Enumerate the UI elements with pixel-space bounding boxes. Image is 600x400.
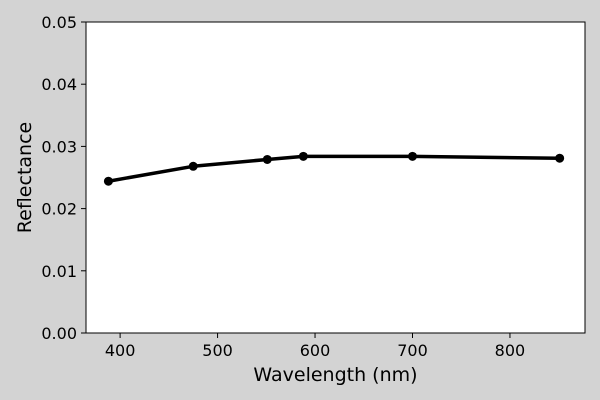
plot-frame bbox=[85, 21, 586, 334]
x-axis-label: Wavelength (nm) bbox=[253, 364, 417, 386]
data-point bbox=[103, 176, 113, 186]
y-tick-label: 0.05 bbox=[41, 13, 77, 32]
x-tick-label: 700 bbox=[397, 341, 428, 360]
data-point bbox=[555, 153, 565, 163]
y-tick-label: 0.00 bbox=[41, 324, 77, 343]
series-layer bbox=[103, 151, 565, 186]
x-tick-label: 500 bbox=[202, 341, 233, 360]
y-tick-label: 0.01 bbox=[41, 262, 77, 281]
data-point bbox=[188, 161, 198, 171]
data-point bbox=[298, 151, 308, 161]
data-point bbox=[262, 154, 272, 164]
plot-area bbox=[86, 22, 585, 333]
axis-ticks: 400 500 600 700 800 0.00 0.01 0.02 0.03 0.04 0.05 bbox=[41, 13, 525, 360]
y-tick-label: 0.02 bbox=[41, 200, 77, 219]
x-tick-label: 600 bbox=[300, 341, 331, 360]
data-point bbox=[407, 151, 417, 161]
y-axis-label: Reflectance bbox=[14, 122, 36, 233]
y-tick-label: 0.04 bbox=[41, 75, 77, 94]
y-tick-label: 0.03 bbox=[41, 137, 77, 156]
series-line bbox=[106, 154, 562, 183]
x-tick-label: 800 bbox=[495, 341, 526, 360]
x-tick-label: 400 bbox=[105, 341, 136, 360]
